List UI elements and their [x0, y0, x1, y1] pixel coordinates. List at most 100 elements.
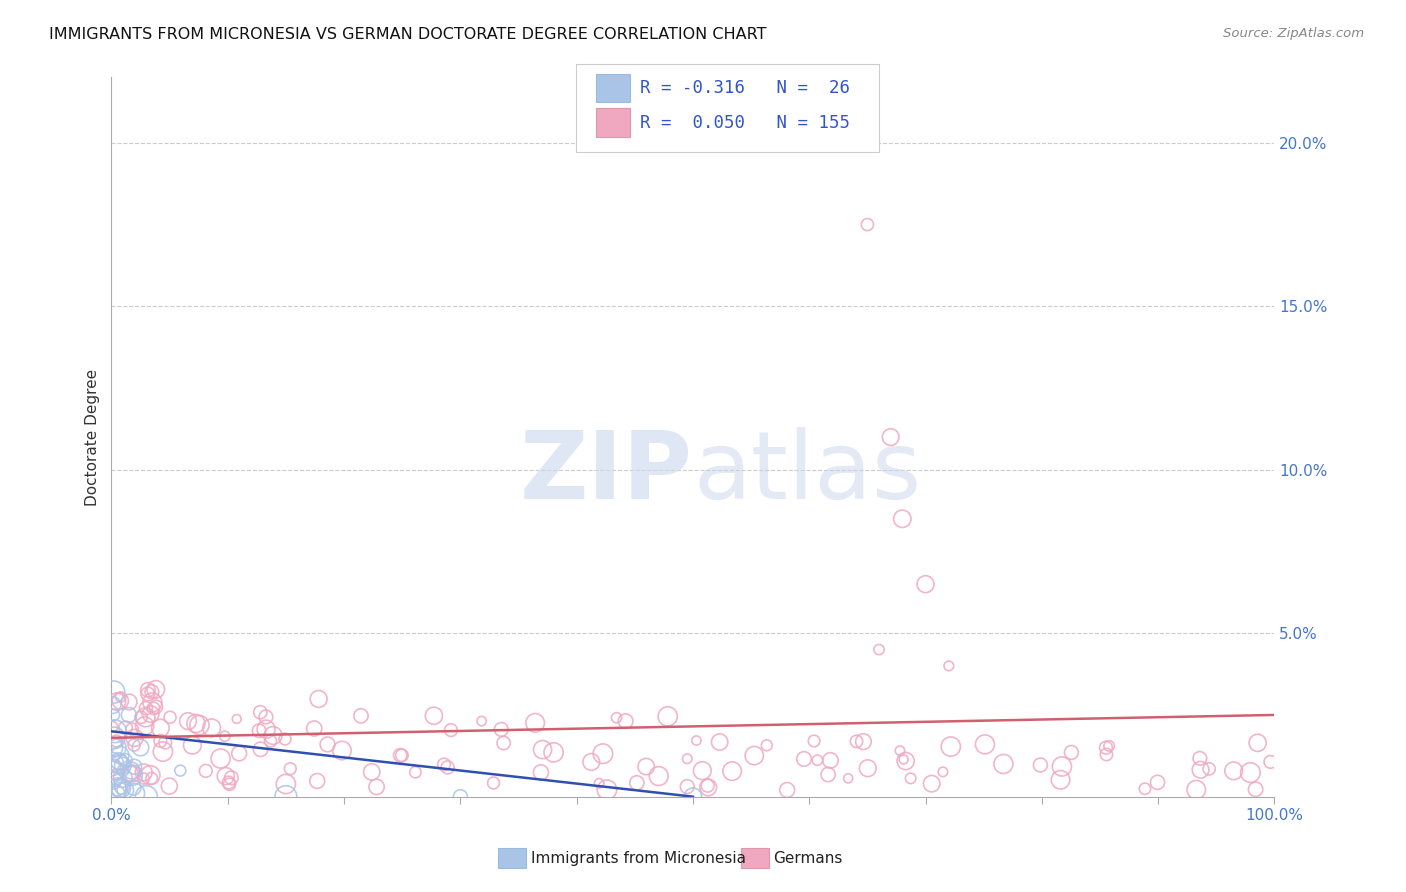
- Point: [993, 756, 1015, 771]
- Y-axis label: Doctorate Degree: Doctorate Degree: [86, 368, 100, 506]
- Point: [108, 783, 131, 797]
- Text: ZIP: ZIP: [520, 427, 693, 519]
- Point: [155, 735, 177, 749]
- Point: [110, 694, 132, 708]
- Point: [626, 776, 648, 790]
- Point: [101, 756, 124, 771]
- Point: [112, 764, 135, 778]
- Point: [110, 780, 132, 795]
- Point: [118, 708, 141, 723]
- Point: [114, 783, 136, 797]
- Point: [121, 768, 143, 782]
- Point: [793, 752, 815, 766]
- Point: [614, 714, 637, 729]
- Point: [1246, 736, 1268, 750]
- Point: [259, 734, 281, 748]
- Point: [1239, 765, 1261, 780]
- Point: [129, 740, 152, 755]
- Text: R = -0.316   N =  26: R = -0.316 N = 26: [640, 79, 849, 97]
- Point: [118, 766, 141, 780]
- Point: [856, 761, 879, 775]
- Point: [139, 768, 162, 782]
- Point: [107, 754, 129, 768]
- Point: [592, 747, 614, 761]
- Point: [103, 731, 125, 745]
- Point: [360, 764, 382, 779]
- Point: [249, 742, 271, 756]
- Point: [530, 765, 553, 780]
- Point: [105, 780, 128, 794]
- Point: [776, 783, 799, 797]
- Point: [1050, 759, 1073, 773]
- Point: [105, 740, 128, 755]
- Point: [214, 729, 236, 743]
- Point: [141, 684, 163, 698]
- Point: [145, 682, 167, 697]
- Point: [806, 753, 828, 767]
- Point: [274, 731, 297, 746]
- Point: [200, 721, 222, 735]
- Point: [404, 765, 426, 780]
- Point: [103, 685, 125, 699]
- Point: [122, 780, 145, 795]
- Point: [221, 771, 243, 785]
- Point: [110, 690, 132, 704]
- Point: [307, 774, 329, 789]
- Point: [423, 708, 446, 723]
- Point: [1146, 775, 1168, 789]
- Point: [1222, 764, 1244, 778]
- Point: [492, 736, 515, 750]
- Point: [104, 764, 127, 778]
- Point: [225, 712, 247, 726]
- Point: [103, 708, 125, 723]
- Point: [1185, 782, 1208, 797]
- Point: [101, 773, 124, 788]
- Point: [302, 722, 325, 736]
- Point: [228, 747, 250, 761]
- Point: [152, 745, 174, 759]
- Point: [657, 709, 679, 723]
- Point: [149, 733, 172, 747]
- Point: [685, 733, 707, 747]
- Point: [121, 767, 143, 781]
- Point: [471, 714, 494, 728]
- Point: [114, 754, 136, 768]
- Point: [114, 721, 136, 735]
- Point: [581, 755, 603, 769]
- Point: [914, 577, 936, 591]
- Point: [108, 747, 131, 762]
- Point: [1198, 762, 1220, 776]
- Point: [105, 734, 128, 748]
- Point: [879, 430, 901, 444]
- Point: [118, 695, 141, 709]
- Point: [1133, 781, 1156, 796]
- Point: [449, 789, 471, 804]
- Point: [122, 760, 145, 774]
- Point: [606, 711, 628, 725]
- Point: [103, 759, 125, 773]
- Point: [366, 780, 388, 794]
- Point: [868, 642, 890, 657]
- Point: [139, 706, 162, 721]
- Text: Germans: Germans: [773, 851, 842, 865]
- Point: [482, 776, 505, 790]
- Point: [159, 710, 181, 724]
- Text: atlas: atlas: [693, 427, 921, 519]
- Point: [1244, 782, 1267, 797]
- Point: [101, 740, 124, 755]
- Point: [696, 779, 718, 793]
- Point: [1189, 763, 1212, 777]
- Point: [136, 687, 159, 701]
- Point: [157, 779, 180, 793]
- Point: [215, 769, 238, 783]
- Point: [105, 787, 128, 801]
- Point: [108, 756, 131, 771]
- Point: [440, 723, 463, 737]
- Point: [889, 744, 911, 758]
- Point: [247, 723, 270, 738]
- Point: [274, 789, 297, 804]
- Point: [932, 764, 955, 779]
- Point: [184, 716, 207, 731]
- Point: [218, 777, 240, 791]
- Point: [648, 769, 671, 783]
